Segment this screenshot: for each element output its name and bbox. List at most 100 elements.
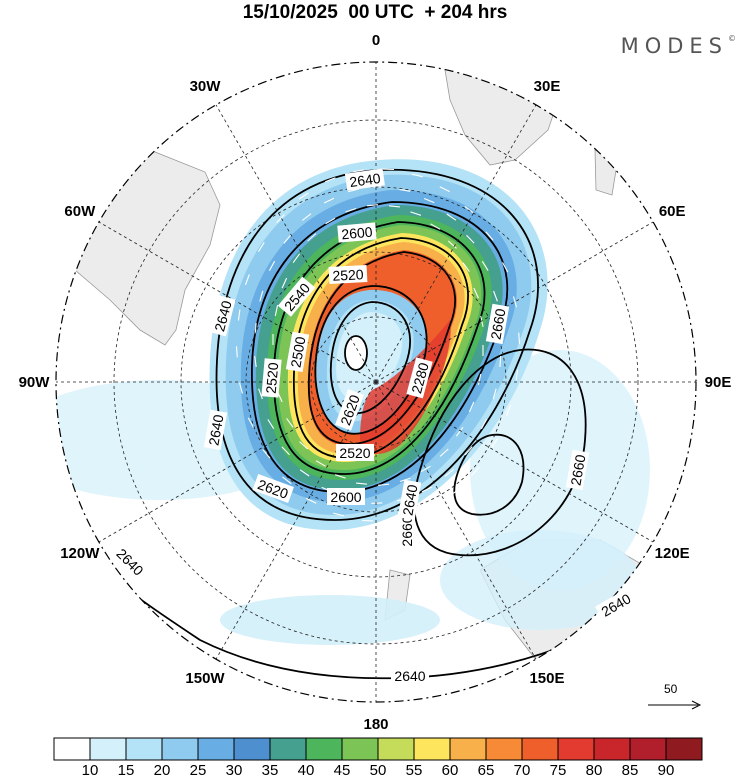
colorbar-label: 20 (153, 762, 171, 779)
colorbar-label: 85 (621, 762, 639, 779)
meridian-line (98, 221, 377, 383)
wind-arrow (420, 507, 432, 513)
wind-arrow (281, 277, 288, 289)
contour-label-bg (252, 474, 294, 504)
contour-label: 2520 (261, 358, 282, 398)
wind-arrow (324, 177, 336, 183)
wind-arrow (468, 401, 475, 413)
wind-arrow (485, 231, 494, 241)
wind-arrow (512, 296, 518, 308)
contour-label-text: 2520 (332, 266, 364, 284)
colorbar-swatch (233, 737, 271, 761)
colorbar-label: 30 (225, 762, 243, 779)
colorbar-swatch (665, 737, 703, 761)
contour-label: 2640 (397, 479, 422, 521)
wind-arrow (348, 188, 360, 193)
contour-label: 2660 (565, 449, 590, 491)
contour-label-bg (391, 667, 429, 684)
contour-labels: 2640260025202540250025202520260026202640… (110, 168, 637, 684)
contour-label: 2640 (203, 409, 228, 451)
colorbar-swatch (269, 737, 307, 761)
longitude-label: 120W (60, 545, 100, 562)
wind-arrow (283, 234, 292, 244)
wind-arrow (282, 476, 292, 485)
wind-arrow (259, 290, 264, 302)
longitude-label: 180 (363, 716, 388, 733)
meridian-line (375, 381, 537, 660)
wind-arrow (257, 242, 265, 252)
contour-label-text: 2500 (287, 335, 308, 369)
latitude-circle (310, 316, 442, 448)
contour-label-text: 2660 (487, 307, 508, 341)
contour-label-bg (209, 295, 236, 337)
wind-arrow (399, 477, 411, 483)
colorbar-swatch (413, 737, 451, 761)
wind-arrow (244, 274, 250, 285)
wind-arrow (247, 417, 254, 428)
contour-label-text: 2640 (205, 413, 226, 447)
wind-arrow (345, 207, 357, 213)
wind-arrow (515, 369, 519, 381)
contour-label-bg (398, 512, 415, 550)
meridian-line (375, 221, 654, 383)
contour-label-bg (261, 358, 282, 398)
map-frame (55, 61, 697, 703)
colorbar-swatch (125, 737, 163, 761)
contour-2500 (314, 285, 428, 435)
wind-arrow (491, 438, 499, 448)
wind-arrow (325, 217, 336, 225)
wind-arrow (353, 169, 365, 173)
wind-arrow (466, 234, 475, 244)
wind-arrow (477, 373, 482, 386)
wind-arrow (481, 261, 489, 271)
wind-arrow (462, 262, 470, 272)
contour-label-bg (485, 303, 510, 345)
copyright-mark: © (728, 34, 736, 43)
contour-2660-inner (453, 433, 525, 516)
wind-arrow (238, 382, 244, 394)
longitude-label: 120E (655, 545, 690, 562)
colorbar-swatch (197, 737, 235, 761)
contour-label: 2640 (209, 295, 236, 337)
contour-label: 2500 (285, 331, 310, 373)
brand-name: MODES (620, 34, 728, 58)
contour-label-text: 2280 (408, 361, 432, 395)
wind-arrow (299, 469, 310, 477)
contour-label: 2640 (344, 168, 385, 191)
contour-label-bg (344, 168, 385, 191)
contour-label-text: 2520 (263, 362, 282, 395)
colorbar-swatch (305, 737, 343, 761)
wind-arrow (281, 446, 290, 456)
colorbar-label: 40 (297, 762, 315, 779)
meridian-line (375, 381, 654, 543)
wind-arrow (378, 483, 390, 486)
contour-label-text: 2520 (339, 445, 370, 461)
colorbar-label: 65 (477, 762, 495, 779)
longitude-label: 60W (64, 203, 96, 220)
colorbar-label: 70 (513, 762, 531, 779)
wind-arrow (506, 405, 512, 416)
colorbar-label: 75 (549, 762, 567, 779)
meridian-line (215, 104, 377, 383)
wind-arrow (464, 205, 474, 214)
brand-logo: MODES© (621, 34, 736, 58)
wind-arrow (268, 260, 276, 272)
meridian-line (375, 104, 537, 383)
wind-arrow (267, 419, 275, 429)
wind-arrow (262, 449, 271, 459)
wind-arrow (444, 469, 455, 477)
wind-arrow (298, 192, 309, 200)
colorbar-swatch (53, 737, 91, 761)
contour-label: 2520 (336, 444, 374, 461)
wind-arrow (292, 253, 301, 264)
colorbar-swatch (629, 737, 667, 761)
longitude-label: 90W (19, 374, 51, 391)
longitude-label: 150E (529, 670, 564, 687)
contour-label-bg (285, 331, 310, 373)
wind-arrow (399, 188, 411, 192)
contour-label-bg (203, 409, 228, 451)
wind-arrow (455, 426, 464, 437)
contour-2640-inner (215, 169, 539, 521)
colorbar-label: 15 (117, 762, 135, 779)
wind-arrow (420, 465, 431, 473)
